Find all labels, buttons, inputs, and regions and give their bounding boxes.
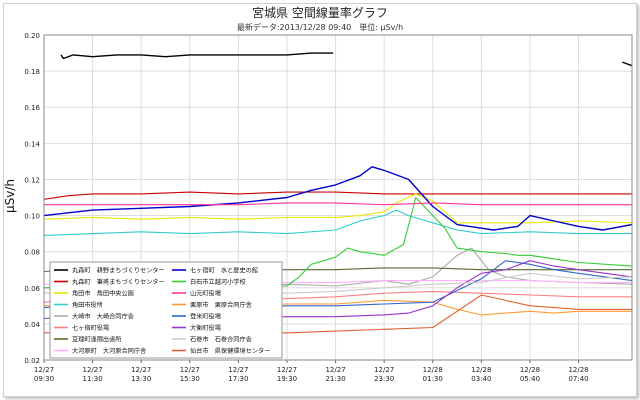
legend-label: 七ヶ宿町 水と歴史の館	[190, 267, 258, 275]
y-tick-label: 0.02	[24, 357, 40, 365]
x-axis-ticks: 12/2709:3012/2711:3012/2713:3012/2715:30…	[34, 360, 589, 383]
x-tick-time: 07:40	[568, 375, 588, 383]
x-tick-time: 09:30	[34, 375, 54, 383]
legend-label: 大河原町 大河原合同庁舎	[72, 347, 146, 355]
legend-label: 登米町役場	[190, 313, 221, 321]
y-tick-label: 0.08	[24, 249, 40, 257]
legend-label: 亘理町逢隈出張所	[72, 336, 122, 344]
y-axis-label: μSv/h	[3, 179, 17, 213]
chart-subtitle: 最新データ:2013/12/28 09:40 単位: μSv/h	[237, 22, 403, 32]
x-tick-date: 12/27	[83, 366, 103, 374]
legend-label: 七ヶ宿町役場	[72, 324, 109, 332]
legend-label: 大崎市 大崎合同庁舎	[72, 313, 134, 321]
series-line-11	[44, 202, 632, 206]
y-tick-label: 0.04	[24, 321, 40, 329]
x-tick-time: 13:30	[131, 375, 151, 383]
series-line-1	[60, 52, 334, 60]
plot-area-border	[43, 34, 633, 361]
series-line-segment-1	[622, 61, 633, 67]
x-tick-date: 12/27	[131, 366, 151, 374]
x-tick-time: 23:30	[374, 375, 394, 383]
series-line-3	[43, 193, 633, 224]
legend-label: 白石市立越河小学校	[190, 278, 246, 286]
y-tick-label: 0.12	[24, 176, 40, 184]
y-tick-label: 0.18	[24, 68, 40, 76]
x-tick-time: 05:40	[520, 375, 540, 383]
y-tick-label: 0.16	[24, 104, 40, 112]
x-tick-date: 12/27	[325, 366, 345, 374]
x-tick-time: 11:30	[83, 375, 103, 383]
x-tick-time: 21:30	[325, 375, 345, 383]
x-tick-date: 12/28	[520, 366, 540, 374]
chart-title: 宮城県 空間線量率グラフ	[252, 5, 388, 20]
legend-label: 石巻市 石巻合同庁舎	[190, 336, 252, 344]
x-tick-date: 12/27	[228, 366, 248, 374]
y-tick-label: 0.06	[24, 285, 40, 293]
x-tick-time: 01:30	[423, 375, 443, 383]
legend-label: 大衡町役場	[190, 324, 221, 332]
legend-label: 仙台市 県保健環境センター	[190, 347, 270, 355]
legend-label: 丸森町 筆甫まちづくりセンター	[72, 278, 165, 286]
x-tick-time: 03:40	[471, 375, 491, 383]
y-axis-ticks: 0.02 0.04 0.06 0.08 0.10 0.12 0.14 0.16 0.18 0.20	[24, 32, 40, 365]
legend-label: 角田市 角田中央公園	[72, 290, 134, 298]
legend-box	[49, 261, 283, 359]
x-tick-date: 12/27	[374, 366, 394, 374]
legend-label: 丸森町 耕野まちづくりセンター	[72, 267, 165, 275]
x-tick-date: 12/27	[180, 366, 200, 374]
y-tick-label: 0.10	[24, 213, 40, 221]
x-tick-date: 12/28	[568, 366, 588, 374]
x-tick-date: 12/28	[423, 366, 443, 374]
legend-label: 栗原市 栗原合同庁舎	[190, 301, 252, 309]
legend-label: 山元町役場	[190, 290, 221, 298]
y-tick-label: 0.14	[24, 140, 40, 148]
x-tick-date: 12/28	[471, 366, 491, 374]
x-tick-date: 12/27	[34, 366, 54, 374]
series-line-9	[43, 166, 633, 231]
x-tick-date: 12/27	[277, 366, 297, 374]
y-tick-label: 0.20	[24, 32, 40, 40]
legend-label: 角田市役所	[72, 301, 103, 309]
x-tick-time: 15:30	[180, 375, 200, 383]
series-line-4	[43, 209, 632, 236]
x-tick-time: 17:30	[228, 375, 248, 383]
x-tick-time: 19:30	[277, 375, 297, 383]
series-line-2	[43, 191, 632, 200]
